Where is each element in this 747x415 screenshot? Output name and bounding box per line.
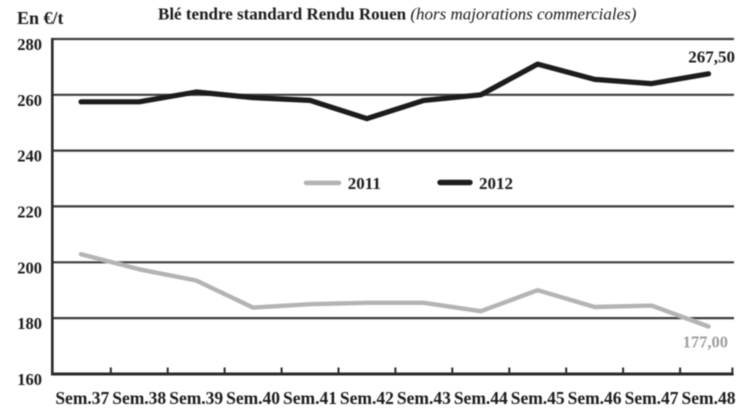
svg-text:Sem.47: Sem.47 bbox=[625, 388, 679, 408]
svg-text:267,50: 267,50 bbox=[688, 48, 735, 67]
svg-text:160: 160 bbox=[17, 370, 42, 389]
svg-text:200: 200 bbox=[17, 258, 42, 277]
svg-text:En €/t: En €/t bbox=[17, 8, 64, 28]
svg-text:240: 240 bbox=[17, 147, 42, 166]
svg-text:280: 280 bbox=[17, 35, 42, 54]
svg-text:2011: 2011 bbox=[348, 174, 381, 193]
svg-text:Sem.46: Sem.46 bbox=[568, 388, 622, 408]
svg-text:Sem.42: Sem.42 bbox=[340, 388, 394, 408]
svg-text:Sem.44: Sem.44 bbox=[454, 388, 508, 408]
svg-text:Sem.38: Sem.38 bbox=[112, 388, 166, 408]
svg-text:Sem.40: Sem.40 bbox=[226, 388, 280, 408]
svg-text:177,00: 177,00 bbox=[683, 333, 728, 352]
svg-text:Sem.45: Sem.45 bbox=[511, 388, 565, 408]
svg-text:Sem.48: Sem.48 bbox=[682, 388, 736, 408]
svg-text:Blé tendre standard Rendu Roue: Blé tendre standard Rendu Rouen (hors ma… bbox=[158, 5, 637, 24]
svg-text:260: 260 bbox=[17, 91, 42, 110]
svg-text:220: 220 bbox=[17, 202, 42, 221]
svg-text:180: 180 bbox=[17, 314, 42, 333]
svg-text:Sem.43: Sem.43 bbox=[397, 388, 451, 408]
svg-text:Sem.41: Sem.41 bbox=[283, 388, 337, 408]
svg-text:Sem.37: Sem.37 bbox=[55, 388, 109, 408]
svg-text:Sem.39: Sem.39 bbox=[169, 388, 223, 408]
svg-text:2012: 2012 bbox=[479, 174, 513, 193]
